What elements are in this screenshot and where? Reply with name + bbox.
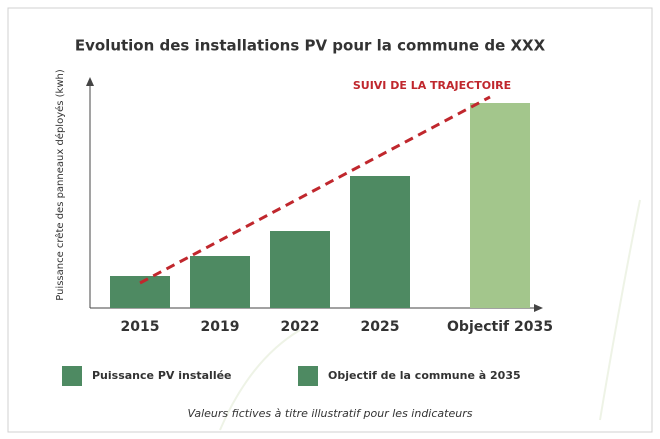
trend-line bbox=[139, 95, 491, 285]
x-tick-label: 2015 bbox=[121, 319, 160, 335]
x-tick-label: 2022 bbox=[281, 319, 320, 335]
bar bbox=[470, 103, 530, 308]
footnote: Valeurs fictives à titre illustratif pou… bbox=[188, 407, 473, 420]
bar bbox=[190, 256, 250, 308]
y-axis-label: Puissance crête des panneaux déployés (k… bbox=[54, 69, 66, 301]
chart-title: Evolution des installations PV pour la c… bbox=[75, 37, 546, 55]
legend-label: Puissance PV installée bbox=[92, 369, 232, 382]
legend-label: Objectif de la commune à 2035 bbox=[328, 369, 521, 382]
x-tick-label: 2019 bbox=[201, 319, 240, 335]
legend-swatch bbox=[62, 366, 82, 386]
y-axis-arrow bbox=[86, 77, 94, 86]
bar bbox=[270, 231, 330, 308]
trend-label: SUIVI DE LA TRAJECTOIRE bbox=[353, 79, 511, 92]
bar bbox=[110, 276, 170, 308]
bar bbox=[350, 176, 410, 308]
x-tick-label: Objectif 2035 bbox=[447, 319, 553, 335]
decoration bbox=[219, 199, 641, 431]
frame bbox=[7, 7, 653, 433]
x-tick-label: 2025 bbox=[361, 319, 400, 335]
legend-swatch bbox=[298, 366, 318, 386]
x-axis-arrow bbox=[534, 304, 543, 312]
